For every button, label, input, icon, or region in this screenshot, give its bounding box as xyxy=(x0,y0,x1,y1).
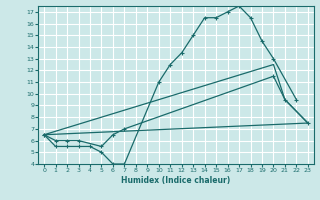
X-axis label: Humidex (Indice chaleur): Humidex (Indice chaleur) xyxy=(121,176,231,185)
